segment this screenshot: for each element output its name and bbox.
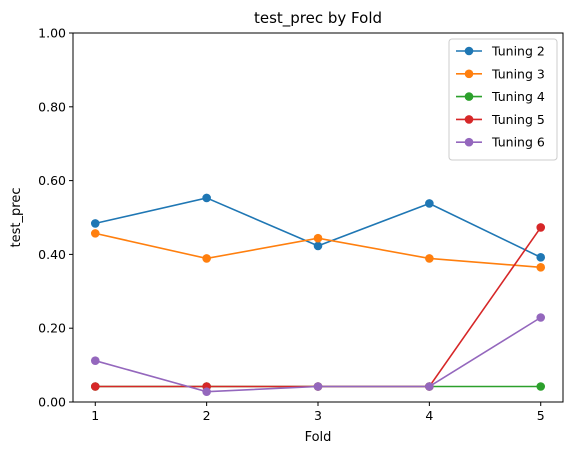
legend-item: Tuning 5 — [456, 112, 545, 127]
x-axis-title: Fold — [305, 430, 332, 445]
series-line — [95, 227, 542, 388]
series-line — [95, 316, 542, 393]
legend-label: Tuning 4 — [491, 89, 545, 104]
data-point — [313, 233, 323, 243]
series-tuning-6 — [90, 313, 546, 396]
series-tuning-3 — [90, 229, 546, 272]
legend-label: Tuning 2 — [491, 44, 545, 59]
legend-label: Tuning 3 — [491, 66, 545, 81]
data-point — [425, 382, 434, 391]
y-tick-label: 0.20 — [38, 321, 66, 336]
y-tick-label: 0.00 — [38, 395, 66, 410]
legend-swatch-marker — [464, 115, 474, 124]
data-point — [90, 356, 100, 365]
data-point — [90, 219, 100, 228]
plot-frame — [72, 32, 564, 403]
legend-item: Tuning 3 — [456, 66, 545, 81]
data-point — [202, 193, 211, 203]
data-point — [536, 313, 546, 322]
legend: Tuning 2 Tuning 3 Tuning 4 Tuning 5 Tuning 6 — [448, 38, 558, 161]
series-layer — [90, 193, 546, 396]
chart-title: test_prec by Fold — [254, 9, 382, 28]
data-point — [202, 387, 211, 396]
data-point — [90, 382, 100, 391]
y-axis-title: test_prec — [9, 188, 24, 248]
x-tick-label: 3 — [314, 408, 322, 423]
legend-item: Tuning 6 — [456, 135, 545, 150]
x-tick-label: 1 — [91, 408, 99, 423]
data-point — [536, 382, 546, 391]
data-point — [536, 253, 546, 262]
y-tick-label: 0.60 — [38, 173, 66, 188]
legend-swatch-marker — [464, 69, 474, 79]
y-tick-label: 0.40 — [38, 247, 66, 262]
data-point — [425, 199, 434, 208]
data-point — [313, 241, 323, 251]
x-tick-label: 5 — [537, 408, 545, 423]
data-point — [425, 254, 434, 263]
legend-swatch-marker — [464, 92, 474, 101]
y-axis-ticks: 0.00 0.20 0.40 0.60 0.80 1.00 — [38, 26, 73, 410]
legend-item: Tuning 4 — [456, 89, 545, 104]
data-point — [313, 382, 323, 391]
legend-box — [448, 38, 558, 161]
data-point — [202, 254, 211, 263]
data-point — [536, 263, 546, 272]
legend-item: Tuning 2 — [456, 44, 545, 59]
x-tick-label: 4 — [425, 408, 433, 423]
data-point — [90, 229, 100, 238]
data-point — [536, 223, 546, 232]
legend-swatch-marker — [464, 46, 474, 56]
legend-label: Tuning 6 — [491, 135, 545, 150]
series-tuning-2 — [90, 193, 546, 262]
x-axis-ticks: 1 2 3 4 5 — [91, 402, 545, 423]
y-tick-label: 0.80 — [38, 99, 66, 114]
y-tick-label: 1.00 — [38, 26, 66, 41]
x-tick-label: 2 — [203, 408, 211, 423]
legend-label: Tuning 5 — [491, 112, 545, 127]
legend-swatch-marker — [464, 137, 474, 147]
